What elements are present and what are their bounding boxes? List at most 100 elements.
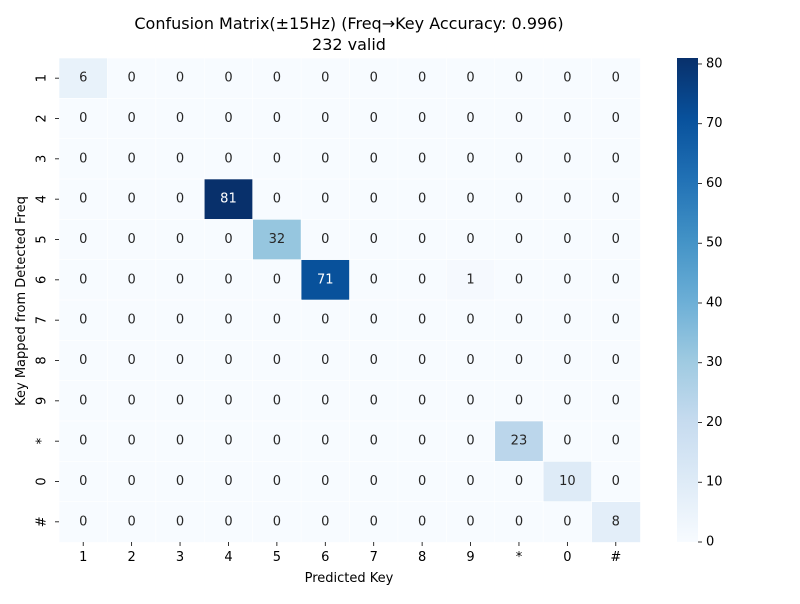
cell-value-label: 0 bbox=[466, 192, 474, 207]
x-tick-label: * bbox=[516, 550, 523, 565]
x-tick-label: 9 bbox=[466, 550, 474, 565]
cell-value-label: 71 bbox=[317, 272, 334, 287]
cell-value-label: 0 bbox=[515, 111, 523, 126]
cell-value-label: 0 bbox=[273, 474, 281, 489]
cell-value-label: 0 bbox=[321, 192, 329, 207]
cell-value-label: 0 bbox=[273, 192, 281, 207]
cell-value-label: 0 bbox=[466, 71, 474, 86]
cell-value-label: 0 bbox=[563, 313, 571, 328]
cell-value-label: 0 bbox=[127, 313, 135, 328]
cell-value-label: 0 bbox=[563, 393, 571, 408]
cell-value-label: 0 bbox=[127, 393, 135, 408]
cell-value-label: 0 bbox=[176, 71, 184, 86]
cell-value-label: 0 bbox=[466, 313, 474, 328]
cell-value-label: 0 bbox=[224, 474, 232, 489]
heatmap-cells: 6 0 0 0 0 0 0 0 0 0 0 0 0 0 0 0 0 0 0 0 0 0 0 0 0 0 0 0 0 0 0 0 0 0 0 0 0 0 0 8… bbox=[59, 58, 641, 543]
cell-value-label: 0 bbox=[224, 434, 232, 449]
cell-value-label: 0 bbox=[515, 353, 523, 368]
cell-value-label: 0 bbox=[515, 393, 523, 408]
cell-value-label: 1 bbox=[466, 272, 474, 287]
cell-value-label: 0 bbox=[370, 353, 378, 368]
cell-value-label: 0 bbox=[612, 434, 620, 449]
cell-value-label: 0 bbox=[79, 393, 87, 408]
cell-value-label: 0 bbox=[176, 111, 184, 126]
cell-value-label: 0 bbox=[273, 272, 281, 287]
cell-value-label: 0 bbox=[370, 111, 378, 126]
x-tick-label: 3 bbox=[176, 550, 184, 565]
cell-value-label: 0 bbox=[176, 232, 184, 247]
cell-value-label: 0 bbox=[176, 514, 184, 529]
cell-value-label: 0 bbox=[466, 151, 474, 166]
cell-value-label: 0 bbox=[224, 393, 232, 408]
x-tick-label: 4 bbox=[224, 550, 232, 565]
cell-value-label: 0 bbox=[176, 474, 184, 489]
cell-value-label: 0 bbox=[418, 514, 426, 529]
cell-value-label: 0 bbox=[418, 232, 426, 247]
cell-value-label: 23 bbox=[511, 434, 528, 449]
cell-value-label: 0 bbox=[273, 111, 281, 126]
cell-value-label: 0 bbox=[370, 313, 378, 328]
colorbar-tick-label: 40 bbox=[706, 295, 723, 310]
cell-value-label: 10 bbox=[559, 474, 576, 489]
cell-value-label: 0 bbox=[466, 434, 474, 449]
y-axis-label: Key Mapped from Detected Freq bbox=[14, 196, 29, 406]
cell-value-label: 0 bbox=[79, 353, 87, 368]
colorbar-tick-label: 30 bbox=[706, 355, 723, 370]
cell-value-label: 0 bbox=[612, 393, 620, 408]
cell-value-label: 0 bbox=[370, 192, 378, 207]
cell-value-label: 0 bbox=[612, 111, 620, 126]
cell-value-label: 0 bbox=[127, 151, 135, 166]
cell-value-label: 0 bbox=[127, 232, 135, 247]
x-axis-ticks: 1 2 3 4 5 6 7 8 9 * 0 # bbox=[79, 542, 621, 565]
cell-value-label: 0 bbox=[224, 514, 232, 529]
cell-value-label: 0 bbox=[466, 111, 474, 126]
cell-value-label: 0 bbox=[563, 353, 571, 368]
cell-value-label: 0 bbox=[563, 434, 571, 449]
cell-value-label: 0 bbox=[79, 111, 87, 126]
y-tick-label: 7 bbox=[35, 316, 50, 324]
cell-value-label: 0 bbox=[418, 434, 426, 449]
cell-value-label: 0 bbox=[563, 71, 571, 86]
x-tick-label: 1 bbox=[79, 550, 87, 565]
x-tick-label: 5 bbox=[273, 550, 281, 565]
cell-value-label: 0 bbox=[224, 151, 232, 166]
cell-value-label: 0 bbox=[176, 353, 184, 368]
cell-value-label: 0 bbox=[79, 474, 87, 489]
cell-value-label: 0 bbox=[612, 353, 620, 368]
cell-value-label: 0 bbox=[515, 151, 523, 166]
cell-value-label: 0 bbox=[563, 151, 571, 166]
cell-value-label: 0 bbox=[370, 474, 378, 489]
cell-value-label: 0 bbox=[79, 192, 87, 207]
y-axis-ticks: 123456789*0# bbox=[35, 74, 60, 527]
cell-value-label: 0 bbox=[273, 514, 281, 529]
y-tick-label: # bbox=[35, 516, 50, 527]
cell-value-label: 0 bbox=[515, 474, 523, 489]
cell-value-label: 0 bbox=[370, 71, 378, 86]
cell-value-label: 8 bbox=[612, 514, 620, 529]
cell-value-label: 0 bbox=[612, 313, 620, 328]
cell-value-label: 0 bbox=[515, 232, 523, 247]
cell-value-label: 0 bbox=[515, 192, 523, 207]
chart-title: Confusion Matrix(±15Hz) (Freq→Key Accura… bbox=[134, 14, 563, 33]
y-tick-label: 8 bbox=[35, 356, 50, 364]
cell-value-label: 0 bbox=[127, 272, 135, 287]
cell-value-label: 0 bbox=[515, 313, 523, 328]
cell-value-label: 0 bbox=[273, 151, 281, 166]
cell-value-label: 0 bbox=[273, 393, 281, 408]
cell-value-label: 6 bbox=[79, 71, 87, 86]
y-tick-label: 0 bbox=[35, 477, 50, 485]
cell-value-label: 0 bbox=[370, 151, 378, 166]
cell-value-label: 0 bbox=[127, 514, 135, 529]
colorbar-tick-label: 50 bbox=[706, 236, 723, 251]
y-tick-label: 4 bbox=[35, 195, 50, 203]
cell-value-label: 0 bbox=[418, 151, 426, 166]
cell-value-label: 0 bbox=[563, 192, 571, 207]
cell-value-label: 0 bbox=[612, 272, 620, 287]
cell-value-label: 0 bbox=[79, 434, 87, 449]
cell-value-label: 0 bbox=[563, 272, 571, 287]
x-tick-label: 7 bbox=[370, 550, 378, 565]
cell-value-label: 0 bbox=[224, 232, 232, 247]
y-tick-label: 1 bbox=[35, 74, 50, 82]
colorbar bbox=[677, 58, 698, 542]
